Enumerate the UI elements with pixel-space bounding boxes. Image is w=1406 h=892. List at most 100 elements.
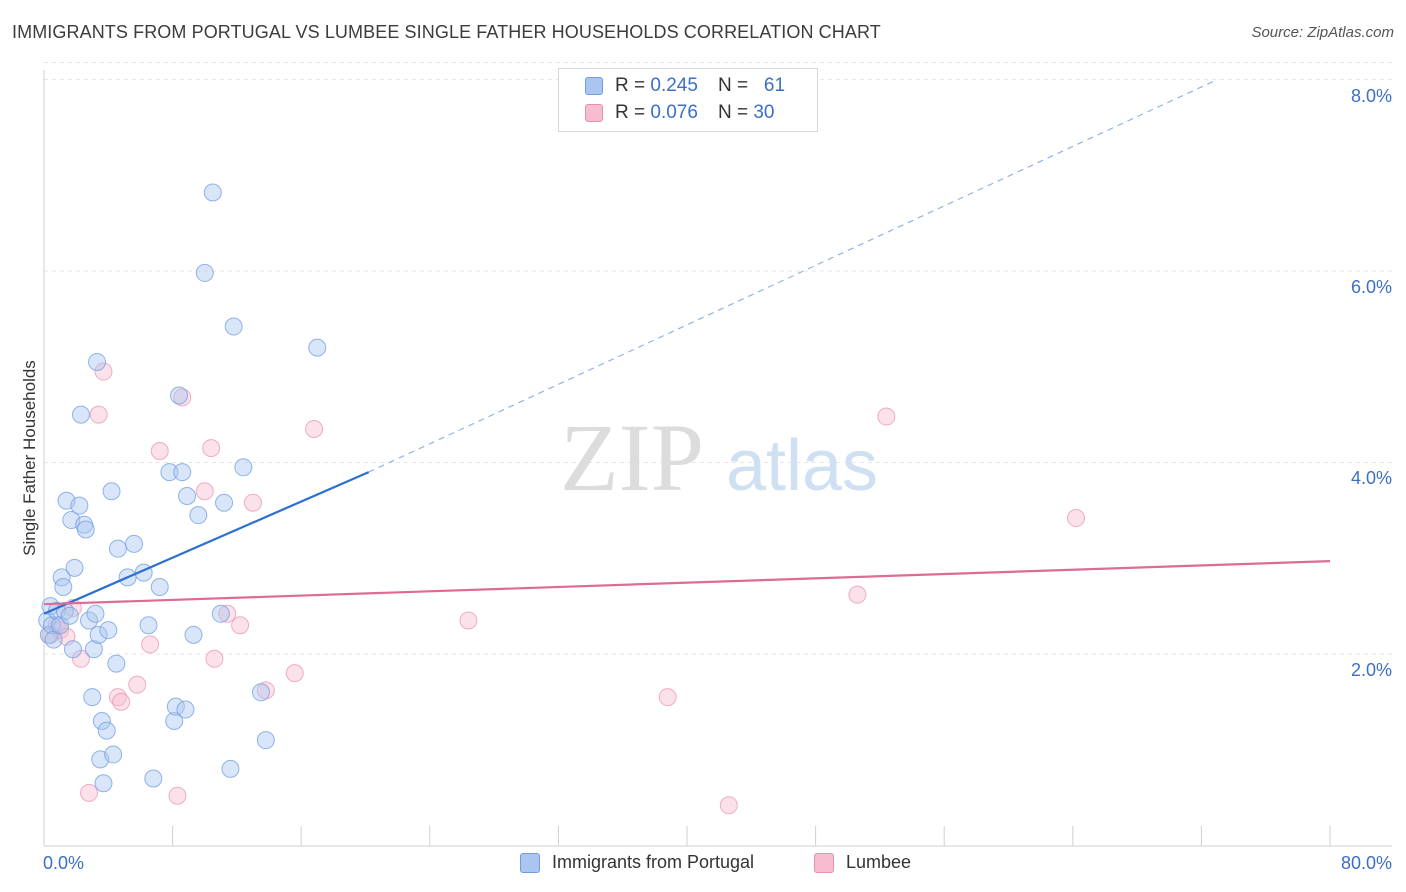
legend-swatch-blue [585,77,603,95]
portugal-point [176,700,195,719]
chart-title: IMMIGRANTS FROM PORTUGAL VS LUMBEE SINGL… [12,22,881,42]
lumbee-trend-line [43,560,1331,606]
x-tick-label-max: 80.0% [1340,853,1392,873]
portugal-point [144,769,163,788]
portugal-point [83,688,102,707]
lumbee-point [128,675,147,694]
portugal-point [224,317,243,336]
legend-row-portugal: R = 0.245 N = 61 [585,73,785,99]
portugal-point [178,487,197,506]
portugal-point [173,463,192,482]
lumbee-point [150,442,169,461]
portugal-point [88,352,107,371]
portugal-point [203,183,222,202]
lumbee-point [173,388,192,407]
legend-swatch-pink [585,104,603,122]
portugal-point [308,338,327,357]
trend-lines [43,78,1331,615]
portugal-point [189,506,208,525]
lumbee-point [305,419,324,438]
portugal-trend-extension [368,78,1218,473]
portugal-point [150,577,169,596]
lumbee-point [205,649,224,668]
portugal-point [99,621,118,640]
legend-r-value: 0.245 [650,75,698,96]
portugal-trend-line [43,471,370,615]
portugal-point [92,712,111,731]
lumbee-point [168,786,187,805]
watermark-zip: ZIP [560,404,704,511]
legend-n-label: N = [717,102,749,123]
portugal-point [104,745,123,764]
legend-swatch-blue [520,852,540,873]
legend-label-portugal: Immigrants from Portugal [552,852,755,872]
legend-r-value: 0.076 [650,102,698,123]
portugal-point [215,493,234,512]
portugal-point [125,534,144,553]
portugal-point [65,558,84,577]
lumbee-point [285,664,304,683]
legend-n-label: N = [717,75,749,96]
portugal-point [84,640,103,659]
axes [43,70,1392,847]
lumbee-point [80,783,99,802]
y-tick-label: 4.0% [1350,468,1392,488]
portugal-point [60,606,79,625]
source-label: Source: ZipAtlas.com [1251,24,1394,41]
lumbee-point [243,493,262,512]
portugal-points [38,183,327,793]
lumbee-point [94,362,113,381]
lumbee-point [719,796,738,815]
portugal-point [102,482,121,501]
portugal-point [195,263,214,282]
portugal-point [63,640,82,659]
portugal-point [86,604,105,623]
lumbee-point [141,635,160,654]
portugal-point [54,577,73,596]
legend-swatch-pink [814,852,834,873]
portugal-point [108,539,127,558]
lumbee-point [202,439,221,458]
y-tick-label: 8.0% [1350,86,1392,106]
legend-row-lumbee: R = 0.076 N = 30 [585,100,774,126]
lumbee-point [231,616,250,635]
series-legend: Immigrants from Portugal Lumbee [0,852,1406,878]
legend-label-lumbee: Lumbee [846,852,912,872]
portugal-point [89,625,108,644]
portugal-point [184,625,203,644]
portugal-point [234,458,253,477]
lumbee-point [877,407,896,426]
portugal-point [76,520,95,539]
lumbee-point [848,585,867,604]
portugal-point [211,604,230,623]
lumbee-point [658,688,677,707]
legend-r-label: R = [615,102,646,123]
watermark-atlas: atlas [726,426,878,506]
lumbee-point [89,405,108,424]
watermark: ZIP atlas [560,404,878,511]
portugal-point [139,616,158,635]
y-tick-label: 6.0% [1350,277,1392,297]
portugal-point [70,496,89,515]
portugal-point [80,611,99,630]
legend-n-value: 61 [763,75,786,96]
correlation-legend: R = 0.245 N = 61 R = 0.076 N = 30 [558,68,818,132]
portugal-point [94,774,113,793]
portugal-point [256,731,275,750]
lumbee-point [459,611,478,630]
portugal-point [107,654,126,673]
lumbee-point [218,604,237,623]
lumbee-point [1067,509,1086,528]
portugal-point [51,616,70,635]
portugal-point [71,405,90,424]
lumbee-point [195,482,214,501]
lumbee-points [41,362,1086,815]
portugal-point [165,712,184,731]
portugal-point [160,463,179,482]
portugal-point [252,683,271,702]
x-tick-label-min: 0.0% [43,853,85,873]
y-tick-label: 2.0% [1350,660,1392,680]
lumbee-point [108,688,127,707]
legend-item-lumbee: Lumbee [814,852,911,873]
